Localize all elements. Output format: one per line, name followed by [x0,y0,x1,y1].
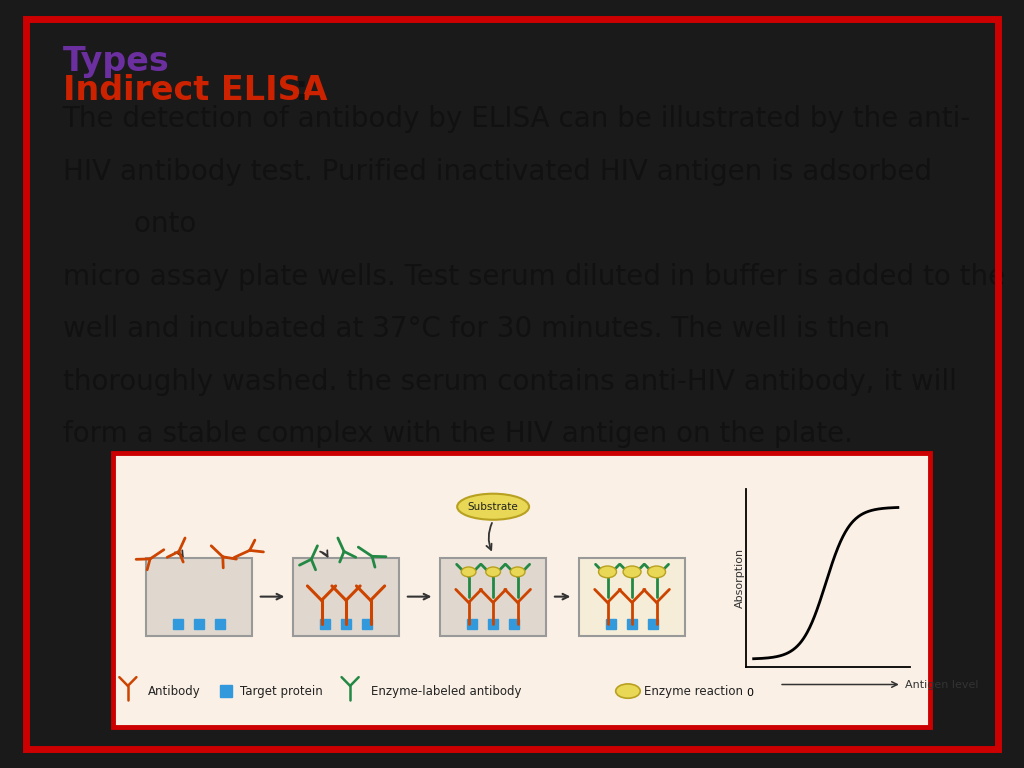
Text: Indirect ELISA: Indirect ELISA [62,74,327,107]
Text: Target protein: Target protein [240,684,323,697]
Text: Substrate: Substrate [468,502,518,511]
Text: micro assay plate wells. Test serum diluted in buffer is added to the: micro assay plate wells. Test serum dilu… [62,263,1005,291]
Ellipse shape [623,566,641,578]
Y-axis label: Absorption: Absorption [735,548,745,607]
Bar [145,558,252,636]
Bar [440,558,546,636]
Text: 0: 0 [746,688,754,698]
Text: thoroughly washed. the serum contains anti-HIV antibody, it will: thoroughly washed. the serum contains an… [62,368,956,396]
Ellipse shape [615,684,640,698]
Text: Enzyme-labeled antibody: Enzyme-labeled antibody [371,684,521,697]
Bar [579,558,685,636]
Ellipse shape [457,494,529,520]
Bar [113,453,930,727]
Text: HIV antibody test. Purified inactivated HIV antigen is adsorbed: HIV antibody test. Purified inactivated … [62,158,932,186]
Text: :: : [294,74,307,107]
Text: Antibody: Antibody [147,684,201,697]
Ellipse shape [510,567,525,577]
Ellipse shape [461,567,476,577]
Text: onto: onto [62,210,196,238]
Text: well and incubated at 37°C for 30 minutes. The well is then: well and incubated at 37°C for 30 minute… [62,316,890,343]
Text: The detection of antibody by ELISA can be illustrated by the anti-: The detection of antibody by ELISA can b… [62,105,971,134]
Ellipse shape [647,566,666,578]
Text: form a stable complex with the HIV antigen on the plate.: form a stable complex with the HIV antig… [62,421,853,449]
Text: Types: Types [62,45,169,78]
Bar [293,558,399,636]
Text: Antigen level: Antigen level [905,680,979,690]
Ellipse shape [485,567,501,577]
Ellipse shape [599,566,616,578]
Text: Enzyme reaction: Enzyme reaction [644,684,743,697]
